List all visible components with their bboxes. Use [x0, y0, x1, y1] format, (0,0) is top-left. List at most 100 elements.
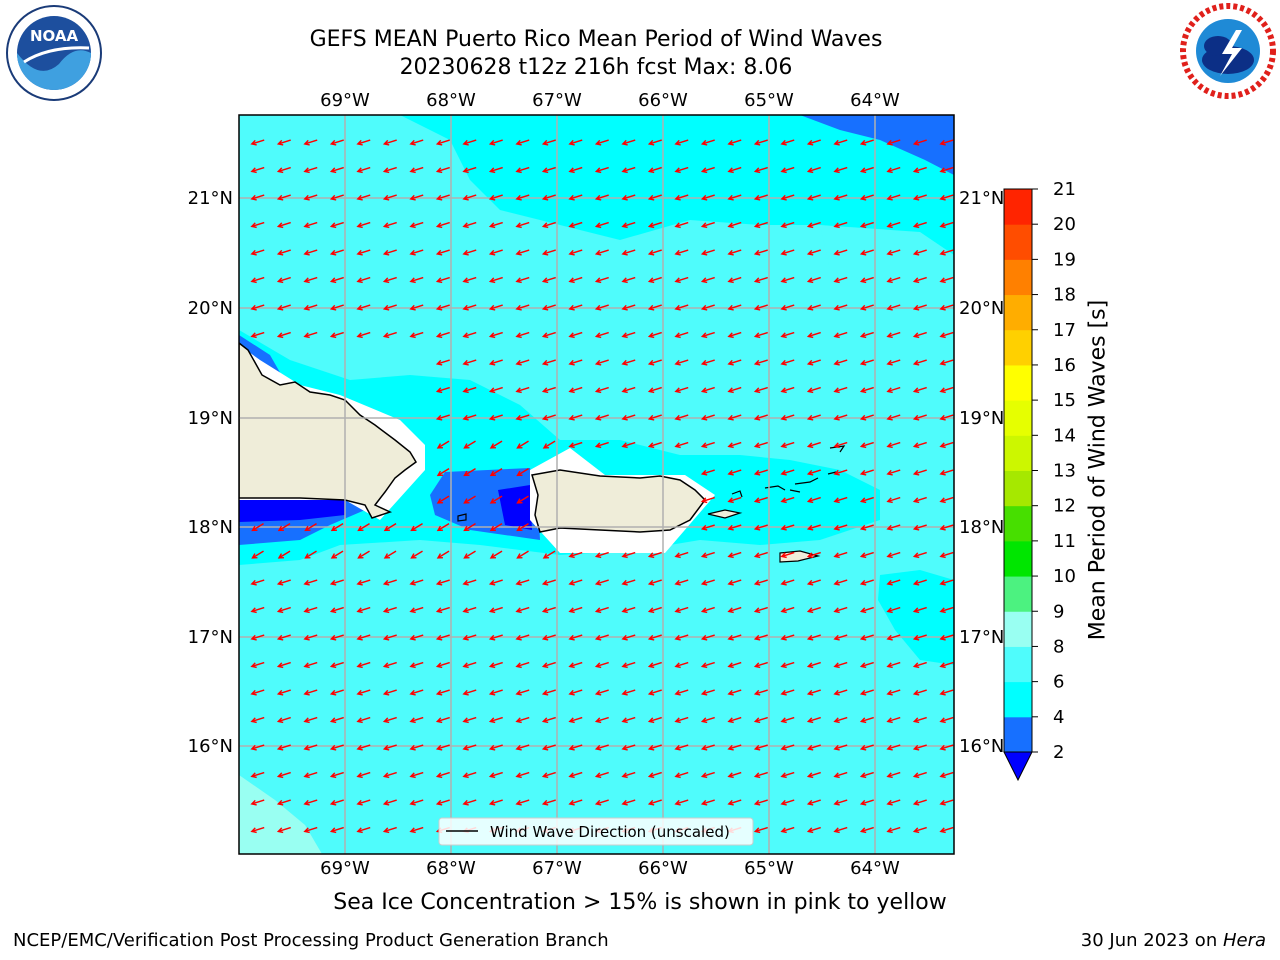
- wave-direction-arrow: [700, 579, 715, 586]
- wave-direction-arrow: [674, 166, 689, 174]
- wave-direction-arrow: [462, 716, 477, 724]
- wave-direction-arrow: [859, 414, 874, 421]
- wave-direction-arrow: [912, 166, 927, 174]
- wave-direction-arrow: [515, 304, 530, 311]
- wave-direction-arrow: [833, 331, 848, 339]
- wave-direction-arrow: [382, 606, 397, 614]
- wave-direction-arrow: [806, 359, 821, 366]
- wave-direction-arrow: [329, 166, 344, 174]
- map-area: [239, 115, 954, 854]
- wave-direction-arrow: [859, 469, 874, 476]
- wave-direction-arrow: [780, 386, 795, 394]
- wave-direction-arrow: [700, 166, 715, 174]
- wave-direction-arrow: [541, 634, 556, 641]
- map-legend: Wind Wave Direction (unscaled): [438, 817, 754, 846]
- wave-direction-arrow: [700, 469, 715, 476]
- colorbar-segment: [1004, 364, 1032, 401]
- wave-direction-arrow: [780, 276, 795, 284]
- wave-direction-arrow: [833, 166, 848, 174]
- wave-direction-arrow: [647, 441, 662, 449]
- wave-direction-arrow: [912, 496, 927, 504]
- lat-right-16n: 16°N: [959, 736, 1004, 757]
- wave-direction-arrow: [753, 496, 768, 504]
- wave-direction-arrow: [409, 606, 424, 614]
- wave-direction-arrow: [409, 139, 424, 146]
- contour-4-6-east: [878, 570, 954, 665]
- wave-direction-arrow: [515, 386, 530, 394]
- wave-direction-arrow: [727, 634, 742, 641]
- wave-direction-arrow: [727, 331, 742, 339]
- wave-direction-arrow: [780, 139, 795, 146]
- wave-direction-arrow: [277, 523, 291, 532]
- wave-direction-arrow: [515, 661, 530, 669]
- wave-direction-arrow: [859, 744, 874, 751]
- wave-direction-arrow: [886, 386, 901, 394]
- wave-direction-arrow: [700, 716, 715, 724]
- wave-direction-arrow: [912, 606, 927, 614]
- colorbar-segment: [1004, 646, 1032, 683]
- wave-direction-arrow: [488, 276, 503, 284]
- lon-bottom-66w: 66°W: [638, 858, 688, 879]
- wave-direction-arrow: [700, 441, 715, 449]
- wave-direction-arrow: [463, 440, 476, 449]
- wave-direction-arrow: [939, 441, 954, 449]
- wave-direction-arrow: [886, 166, 901, 174]
- wave-direction-arrow: [621, 414, 636, 421]
- wave-direction-arrow: [594, 799, 609, 806]
- wave-direction-arrow: [462, 771, 477, 779]
- wave-direction-arrow: [356, 166, 371, 174]
- wave-direction-arrow: [436, 495, 450, 504]
- wave-direction-arrow: [674, 579, 689, 586]
- wave-direction-arrow: [435, 331, 450, 339]
- wave-direction-arrow: [833, 799, 848, 806]
- wave-direction-arrow: [647, 249, 662, 256]
- lon-bottom-67w: 67°W: [532, 858, 582, 879]
- wave-direction-arrow: [462, 689, 477, 696]
- wave-direction-arrow: [568, 606, 583, 614]
- wave-direction-arrow: [594, 689, 609, 696]
- colorbar-tick-label: 18: [1053, 285, 1076, 306]
- wave-direction-arrow: [329, 744, 344, 751]
- wave-direction-arrow: [780, 496, 795, 504]
- wave-direction-arrow: [303, 634, 318, 641]
- wave-direction-arrow: [753, 689, 768, 696]
- wave-direction-arrow: [727, 276, 742, 284]
- wave-direction-arrow: [409, 826, 424, 834]
- wave-direction-arrow: [647, 414, 662, 421]
- wave-direction-arrow: [806, 771, 821, 779]
- wave-direction-arrow: [329, 304, 344, 311]
- wave-direction-arrow: [462, 744, 477, 751]
- wave-direction-arrow: [382, 579, 397, 586]
- wave-direction-arrow: [727, 689, 742, 696]
- contour-2-4-northeast: [800, 115, 954, 175]
- wave-direction-arrow: [833, 771, 848, 779]
- wave-direction-arrow: [674, 414, 689, 421]
- wave-direction-arrow: [647, 139, 662, 146]
- lon-bottom-69w: 69°W: [320, 858, 370, 879]
- wave-direction-arrow: [939, 689, 954, 696]
- wave-direction-arrow: [859, 359, 874, 366]
- wave-direction-arrow: [886, 139, 901, 146]
- wave-direction-arrow: [594, 139, 609, 146]
- wave-direction-arrow: [859, 826, 874, 834]
- contour-4-6-islands: [239, 330, 880, 565]
- wave-direction-arrow: [647, 386, 662, 394]
- wave-direction-arrow: [250, 276, 265, 284]
- wave-direction-arrow: [329, 139, 344, 146]
- wave-direction-arrow: [859, 331, 874, 339]
- colorbar-tick-label: 20: [1053, 214, 1076, 235]
- wave-direction-arrow: [568, 661, 583, 669]
- wave-direction-arrow: [859, 194, 874, 201]
- wave-direction-arrow: [647, 771, 662, 779]
- wave-direction-arrow: [382, 716, 397, 724]
- wave-direction-arrow: [727, 771, 742, 779]
- colorbar-tick-label: 14: [1053, 425, 1076, 446]
- wave-direction-arrow: [329, 249, 344, 256]
- wave-direction-arrow: [621, 606, 636, 614]
- wave-direction-arrow: [886, 331, 901, 339]
- wave-direction-arrow: [303, 221, 318, 229]
- wave-direction-arrow: [568, 414, 583, 421]
- wave-direction-arrow: [647, 166, 662, 174]
- wave-direction-arrow: [753, 826, 768, 834]
- wave-direction-arrow: [859, 634, 874, 641]
